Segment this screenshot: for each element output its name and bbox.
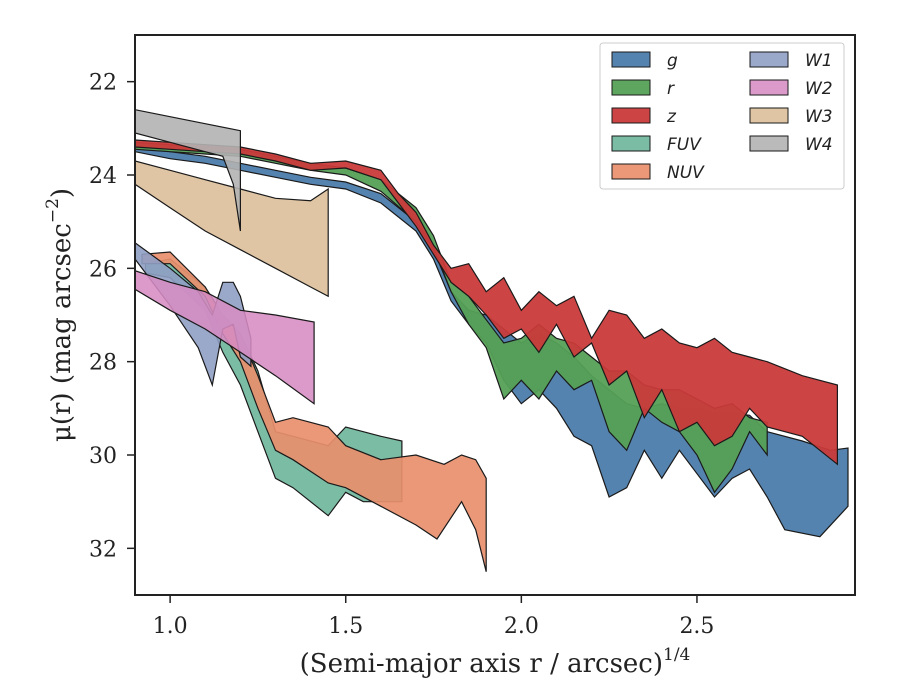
data-bands <box>135 109 849 572</box>
legend-swatch-z <box>611 107 651 124</box>
y-axis: 22 24 26 28 30 32 <box>89 71 135 562</box>
legend: grz FUV NUV W1 W2 W3 W4 <box>599 42 845 190</box>
x-tick-label: 2.0 <box>504 614 539 639</box>
band-w3 <box>135 160 329 298</box>
y-axis-label: μ(r) (mag arcsec−2) <box>43 188 77 442</box>
plot-frame <box>134 34 856 596</box>
x-axis: 1.0 1.5 2.0 2.5 <box>153 595 714 639</box>
legend-label-nuv: NUV <box>667 163 705 183</box>
legend-label-w2: W2 <box>805 79 833 99</box>
legend-swatch-nuv <box>611 163 651 180</box>
y-tick-label: 30 <box>89 444 117 469</box>
band-z <box>135 139 839 466</box>
band-w4 <box>135 109 241 232</box>
legend-swatch-w4 <box>749 135 789 152</box>
y-tick-label: 32 <box>89 537 117 562</box>
legend-swatch-w2 <box>749 79 789 96</box>
y-axis-label-text: μ(r) (mag arcsec <box>47 223 77 442</box>
legend-label-g: g <box>667 51 678 71</box>
legend-swatch-w3 <box>749 107 789 124</box>
legend-swatch-w1 <box>749 51 789 68</box>
legend-swatch-fuv <box>611 135 651 152</box>
y-axis-label-exponent: −2 <box>43 198 63 223</box>
x-axis-label: (Semi-major axis r / arcsec)1/4 <box>300 645 691 679</box>
x-tick-label: 1.0 <box>153 614 188 639</box>
y-tick-label: 28 <box>89 351 117 376</box>
band-w2 <box>135 270 315 405</box>
legend-label-fuv: FUV <box>667 135 702 155</box>
legend-label-w3: W3 <box>805 107 833 127</box>
y-axis-label-close: ) <box>47 188 77 198</box>
x-axis-label-text: (Semi-major axis r / arcsec) <box>300 649 663 679</box>
legend-label-z: z <box>666 107 677 127</box>
legend-label-r: r <box>667 79 675 99</box>
x-tick-label: 1.5 <box>328 614 363 639</box>
x-axis-label-exponent: 1/4 <box>663 645 690 665</box>
legend-swatch-r <box>611 79 651 96</box>
legend-label-w1: W1 <box>805 51 833 71</box>
legend-swatch-g <box>611 51 651 68</box>
y-tick-label: 22 <box>89 71 117 96</box>
y-tick-label: 24 <box>89 164 117 189</box>
x-tick-label: 2.5 <box>679 614 714 639</box>
y-tick-label: 26 <box>89 257 117 282</box>
legend-label-w4: W4 <box>805 135 833 155</box>
